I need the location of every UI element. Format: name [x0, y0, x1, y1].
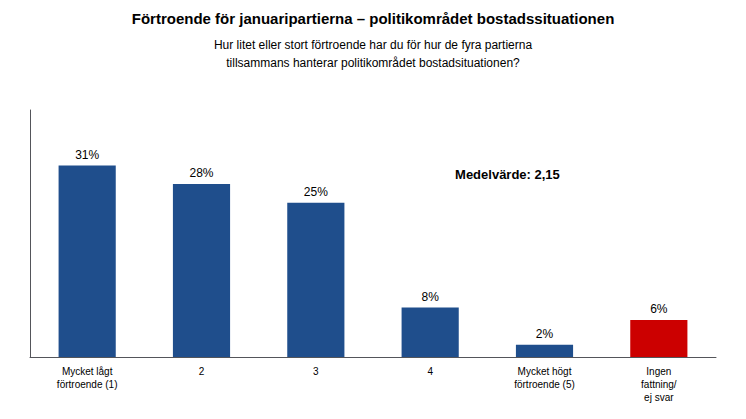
svg-text:28%: 28%: [189, 166, 213, 180]
svg-text:8%: 8%: [421, 290, 439, 304]
svg-text:3: 3: [313, 366, 319, 377]
svg-text:2%: 2%: [536, 327, 554, 341]
svg-text:ej svar: ej svar: [644, 392, 674, 403]
svg-text:Förtroende för januaripartiern: Förtroende för januaripartierna – politi…: [132, 10, 615, 27]
svg-text:2: 2: [199, 366, 205, 377]
svg-text:Hur litet eller stort förtroen: Hur litet eller stort förtroende har du …: [214, 38, 532, 52]
svg-text:4: 4: [427, 366, 433, 377]
svg-text:Mycket lågt: Mycket lågt: [62, 366, 113, 377]
svg-text:förtroende (1): förtroende (1): [57, 379, 118, 390]
svg-text:Medelvärde: 2,15: Medelvärde: 2,15: [455, 167, 560, 182]
svg-text:förtroende (5): förtroende (5): [514, 379, 575, 390]
svg-text:tillsammans hanterar politikom: tillsammans hanterar politikområdet bost…: [226, 56, 520, 70]
svg-text:fattning/: fattning/: [641, 379, 677, 390]
svg-text:Mycket högt: Mycket högt: [518, 366, 572, 377]
svg-text:31%: 31%: [75, 148, 99, 162]
svg-text:25%: 25%: [304, 185, 328, 199]
svg-text:6%: 6%: [650, 302, 668, 316]
svg-text:Ingen: Ingen: [646, 366, 671, 377]
